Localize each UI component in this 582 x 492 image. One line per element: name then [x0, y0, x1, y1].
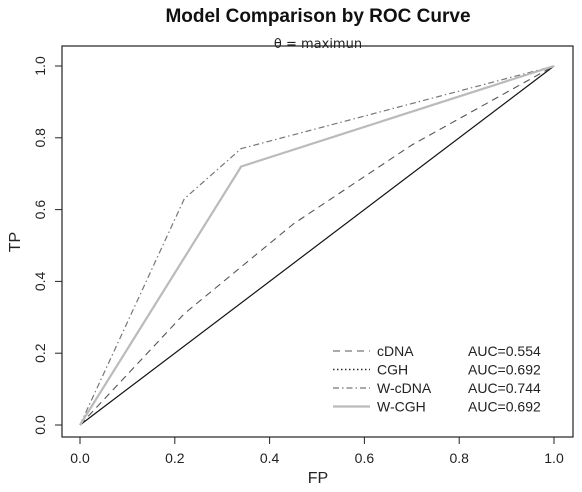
series-lines — [79, 64, 555, 426]
x-tick-label: 0.8 — [449, 450, 469, 466]
x-tick-label: 0.6 — [355, 450, 375, 466]
y-axis-label: TP — [7, 232, 24, 252]
diagonal-reference-line — [79, 65, 555, 426]
y-tick-label: 0.4 — [32, 271, 48, 291]
y-tick-label: 0.0 — [32, 415, 48, 435]
y-tick-label: 0.6 — [32, 200, 48, 220]
legend-auc-cdna: AUC=0.554 — [468, 343, 541, 359]
y-tick-label: 1.0 — [32, 56, 48, 76]
x-tick-label: 0.4 — [260, 450, 280, 466]
legend-label-cgh: CGH — [377, 362, 408, 378]
x-tick-label: 1.0 — [544, 450, 564, 466]
legend-label-w-cdna: W-cDNA — [377, 380, 432, 396]
chart-subtitle: θ = maximun — [274, 37, 362, 52]
y-tick-label: 0.2 — [32, 343, 48, 363]
legend-auc-w-cgh: AUC=0.692 — [468, 399, 541, 415]
legend-label-w-cgh: W-CGH — [377, 399, 426, 415]
y-tick-label: 0.8 — [32, 128, 48, 148]
legend-label-cdna: cDNA — [377, 343, 414, 359]
series-line-w-cgh — [79, 64, 555, 426]
axis-ticks: 0.0 0.2 0.4 0.6 0.8 1.0 0.0 0.2 0.4 0.6 0.8 1.0 — [32, 56, 564, 466]
x-tick-label: 0.2 — [165, 450, 185, 466]
legend: cDNA AUC=0.554 CGH AUC=0.692 W-cDNA AUC=0.744… — [333, 343, 541, 415]
x-axis-label: FP — [308, 470, 328, 487]
legend-auc-cgh: AUC=0.692 — [468, 362, 541, 378]
plot-area-frame — [61, 45, 574, 438]
chart-title: Model Comparison by ROC Curve — [165, 6, 470, 27]
x-tick-label: 0.0 — [70, 450, 90, 466]
legend-auc-w-cdna: AUC=0.744 — [468, 380, 541, 396]
series-line-cdna — [79, 65, 555, 426]
series-line-w-cdna — [79, 65, 555, 426]
